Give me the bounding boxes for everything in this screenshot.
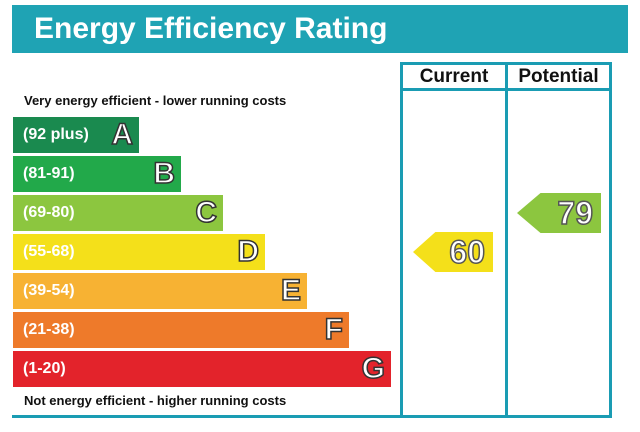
band-g: (1-20) G — [13, 351, 391, 387]
bottom-caption: Not energy efficient - higher running co… — [24, 393, 287, 408]
top-caption: Very energy efficient - lower running co… — [24, 93, 287, 108]
band-letter-label: F — [324, 312, 344, 347]
band-letter-label: B — [153, 156, 176, 191]
band-a: (92 plus) A — [13, 117, 139, 153]
title-bar: Energy Efficiency Rating — [12, 5, 628, 53]
band-c: (69-80) C — [13, 195, 223, 231]
band-b: (81-91) B — [13, 156, 181, 192]
chart-title: Energy Efficiency Rating — [34, 12, 388, 45]
current-column-header: Current — [419, 66, 489, 87]
band-letter-label: G — [361, 351, 386, 386]
band-range-label: (92 plus) — [23, 126, 89, 143]
band-letter-label: C — [195, 195, 218, 230]
potential-column-header: Potential — [518, 66, 599, 87]
band-f: (21-38) F — [13, 312, 349, 348]
potential-rating-arrow: 79 — [517, 193, 601, 233]
band-range-label: (21-38) — [23, 321, 75, 338]
band-range-label: (69-80) — [23, 204, 75, 221]
band-d: (55-68) D — [13, 234, 265, 270]
potential-rating-value: 79 — [557, 194, 594, 232]
band-range-label: (81-91) — [23, 165, 75, 182]
band-range-label: (39-54) — [23, 282, 75, 299]
current-rating-arrow: 60 — [413, 232, 493, 272]
band-letter-label: D — [237, 234, 260, 269]
frame-bottom-line — [12, 415, 612, 418]
band-range-label: (1-20) — [23, 360, 66, 377]
band-letter-label: A — [111, 117, 134, 152]
frame-left-divider — [400, 62, 403, 418]
band-letter-label: E — [280, 273, 302, 308]
frame-mid-divider — [505, 62, 508, 418]
band-e: (39-54) E — [13, 273, 307, 309]
band-range-label: (55-68) — [23, 243, 75, 260]
frame-right-border — [609, 62, 612, 418]
current-rating-value: 60 — [449, 233, 486, 271]
